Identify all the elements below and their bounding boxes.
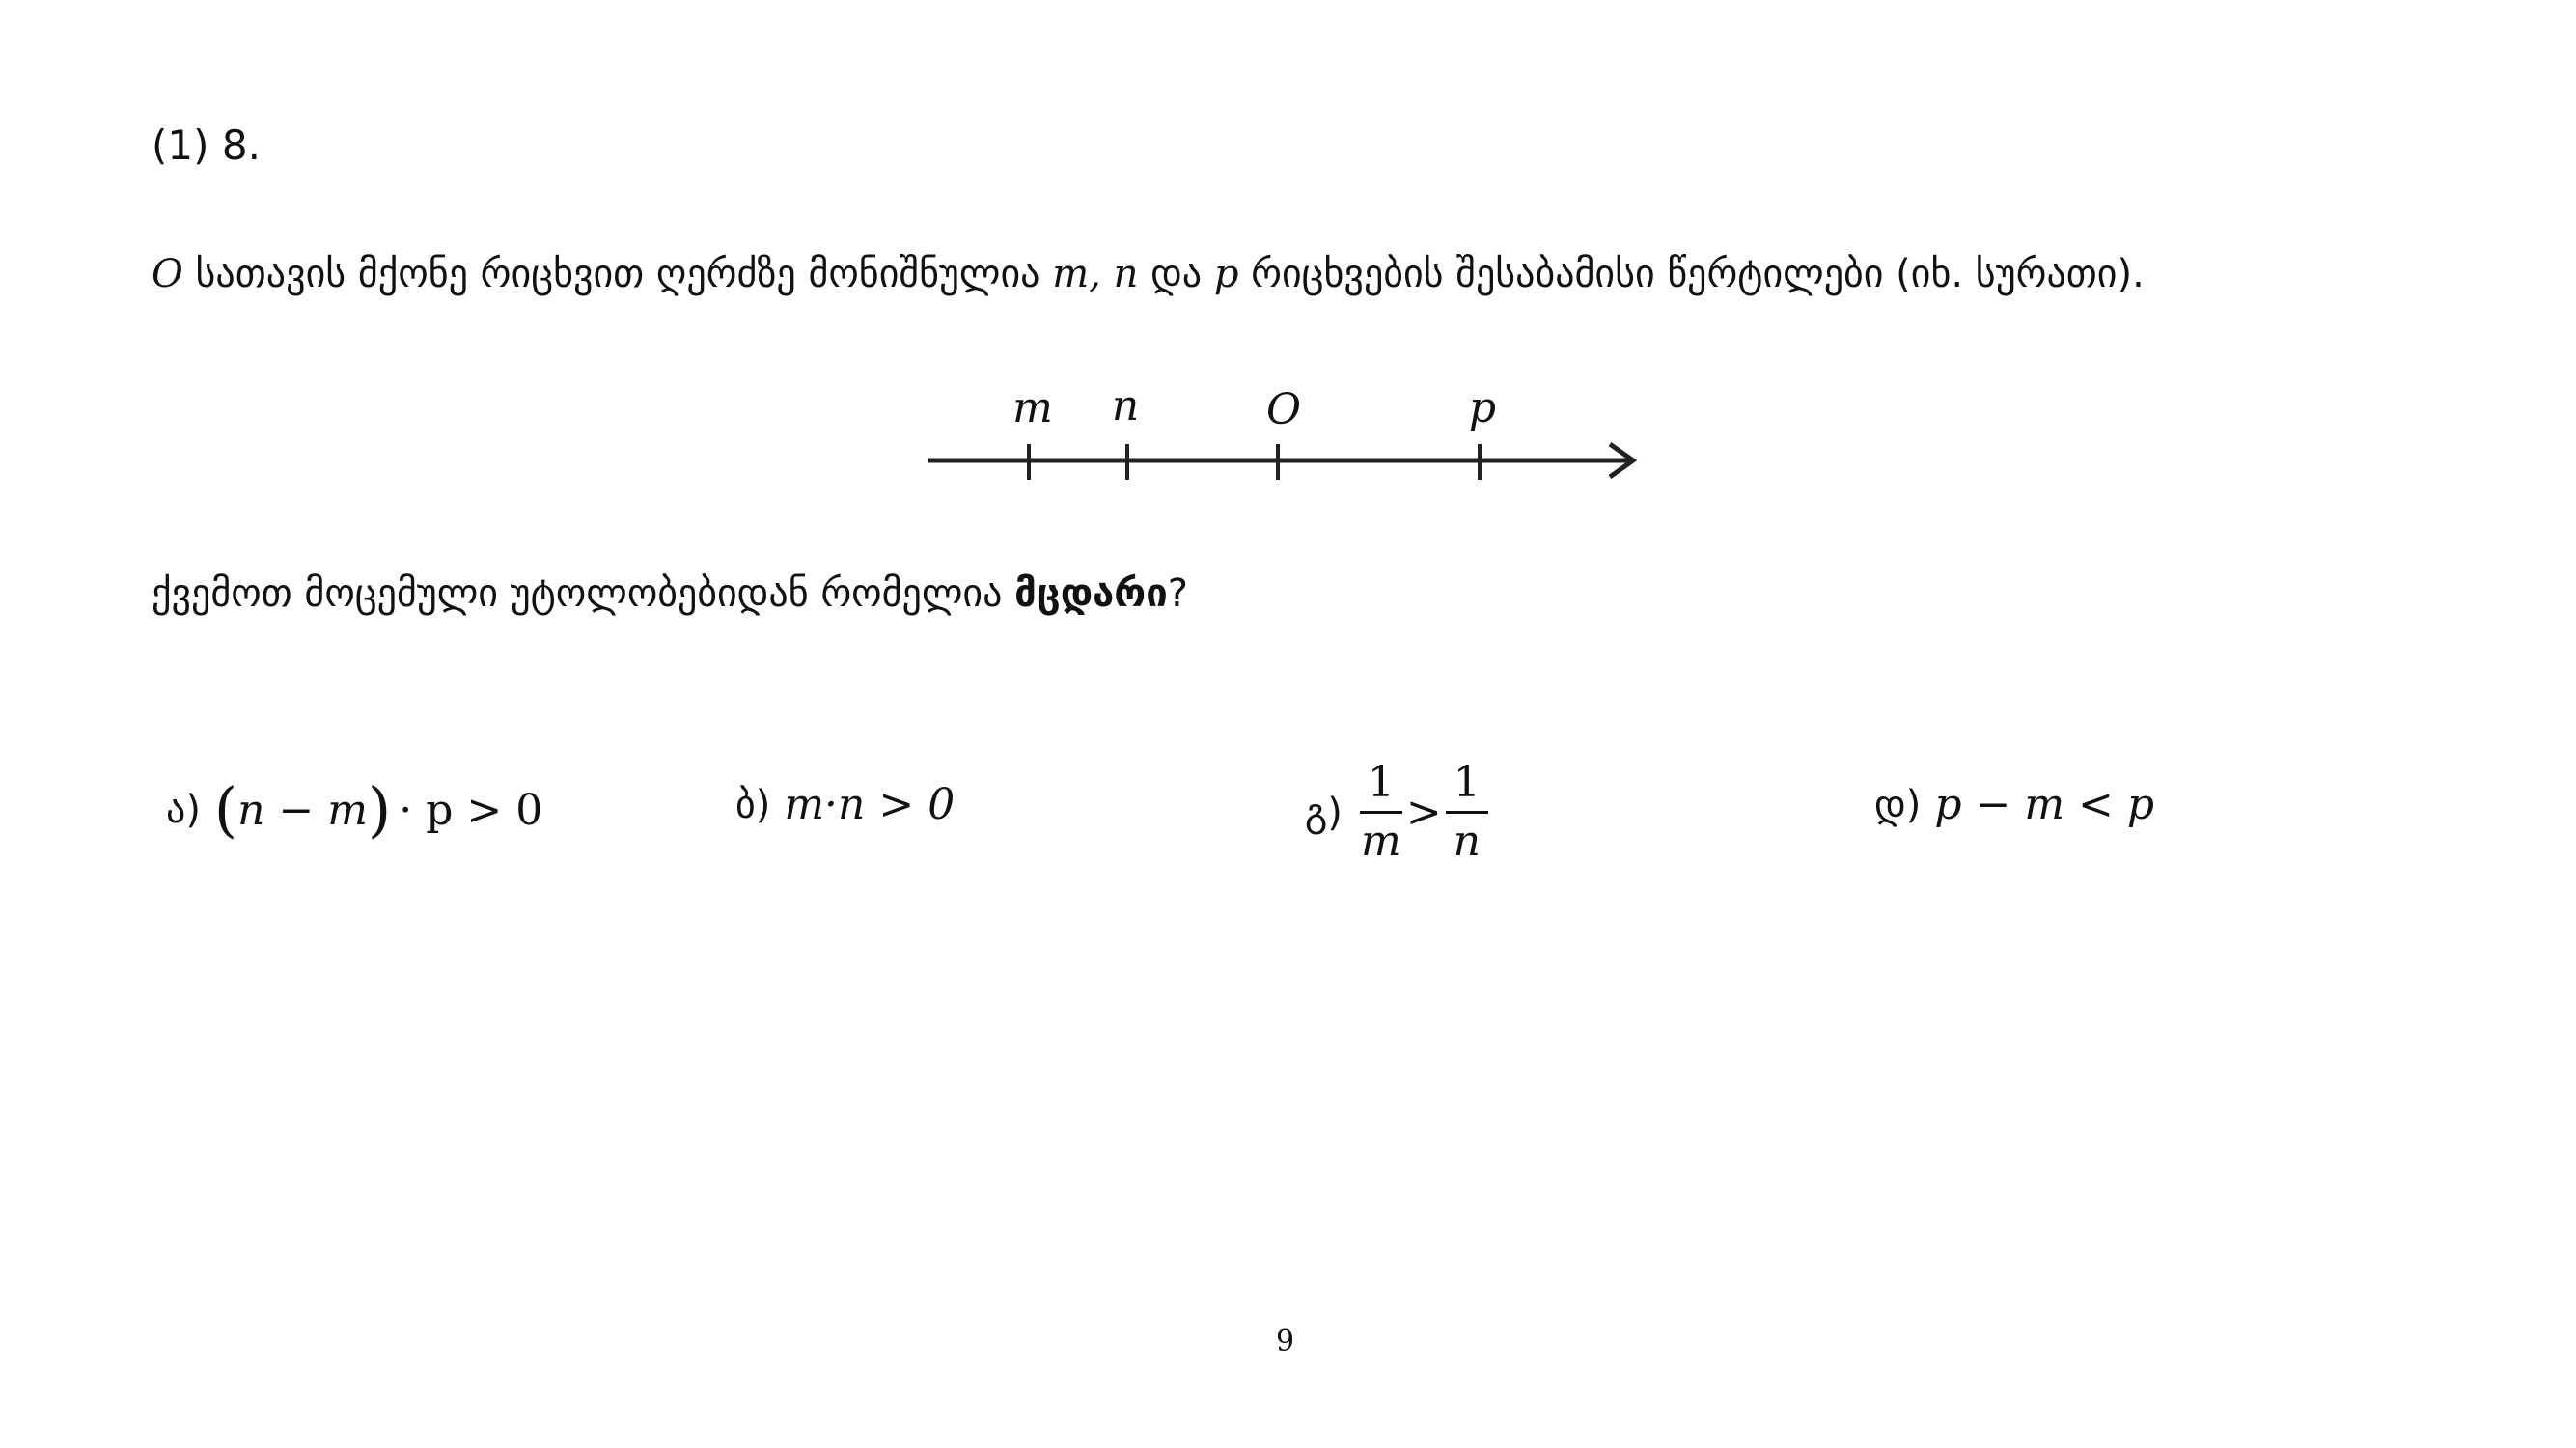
option-c-label: გ) (1305, 790, 1343, 835)
number-line-arrowhead (1608, 441, 1638, 480)
origin-label: O (152, 252, 183, 296)
question-text: ქვემოთ მოცემული უტოლობებიდან რომელია მცდ… (152, 571, 1188, 616)
stem-and: და (1150, 252, 1203, 296)
option-c-num-2: 1 (1453, 758, 1481, 807)
label-n: n (1112, 381, 1139, 431)
question-mark: ? (1167, 571, 1188, 616)
option-a-rest: · p > 0 (399, 785, 543, 835)
question-keyword: მცდარი (1014, 571, 1168, 616)
option-c[interactable]: გ) 1 m > 1 n (1305, 755, 1492, 870)
option-d-label: დ) (1874, 782, 1922, 827)
fraction-bar (1445, 811, 1488, 814)
option-c-den-2: n (1453, 817, 1481, 866)
option-c-fraction-2: 1 n (1445, 755, 1488, 870)
option-c-operator: > (1405, 788, 1442, 837)
page-number: 9 (1276, 1324, 1295, 1358)
label-m: m (1012, 383, 1053, 432)
option-c-num-1: 1 (1367, 758, 1395, 807)
option-a-lparen: ( (213, 774, 238, 845)
option-d[interactable]: დ) p − m < p (1874, 780, 2154, 829)
stem-text-2: რიცხვების შესაბამისი წერტილები (იხ. სურა… (1251, 252, 2145, 296)
label-O: O (1266, 385, 1301, 434)
number-line-figure: m n O p (928, 381, 1638, 480)
option-a-label: ა) (166, 788, 201, 832)
stem-var-p: p (1213, 252, 1239, 296)
option-d-expr: p − m < p (1934, 780, 2155, 829)
label-p: p (1469, 383, 1496, 432)
option-b-expr: m·n > 0 (784, 780, 956, 829)
option-b-label: ბ) (735, 782, 771, 827)
option-a-rparen: ) (368, 774, 392, 845)
option-c-fraction-1: 1 m (1359, 755, 1402, 870)
stem-text-1: სათავის მქონე რიცხვით ღერძზე მონიშნულია (195, 252, 1040, 296)
option-b[interactable]: ბ) m·n > 0 (735, 780, 955, 829)
option-a[interactable]: ა) ( n − m ) · p > 0 (166, 780, 542, 840)
stem-vars-mn: m, n (1052, 252, 1139, 296)
problem-statement: O სათავის მქონე რიცხვით ღერძზე მონიშნული… (152, 241, 2429, 307)
option-c-den-1: m (1360, 817, 1401, 866)
option-a-inner: n − m (237, 785, 369, 835)
fraction-bar (1359, 811, 1402, 814)
question-body: ქვემოთ მოცემული უტოლობებიდან რომელია (152, 571, 1003, 616)
problem-number: (1) 8. (152, 122, 261, 169)
